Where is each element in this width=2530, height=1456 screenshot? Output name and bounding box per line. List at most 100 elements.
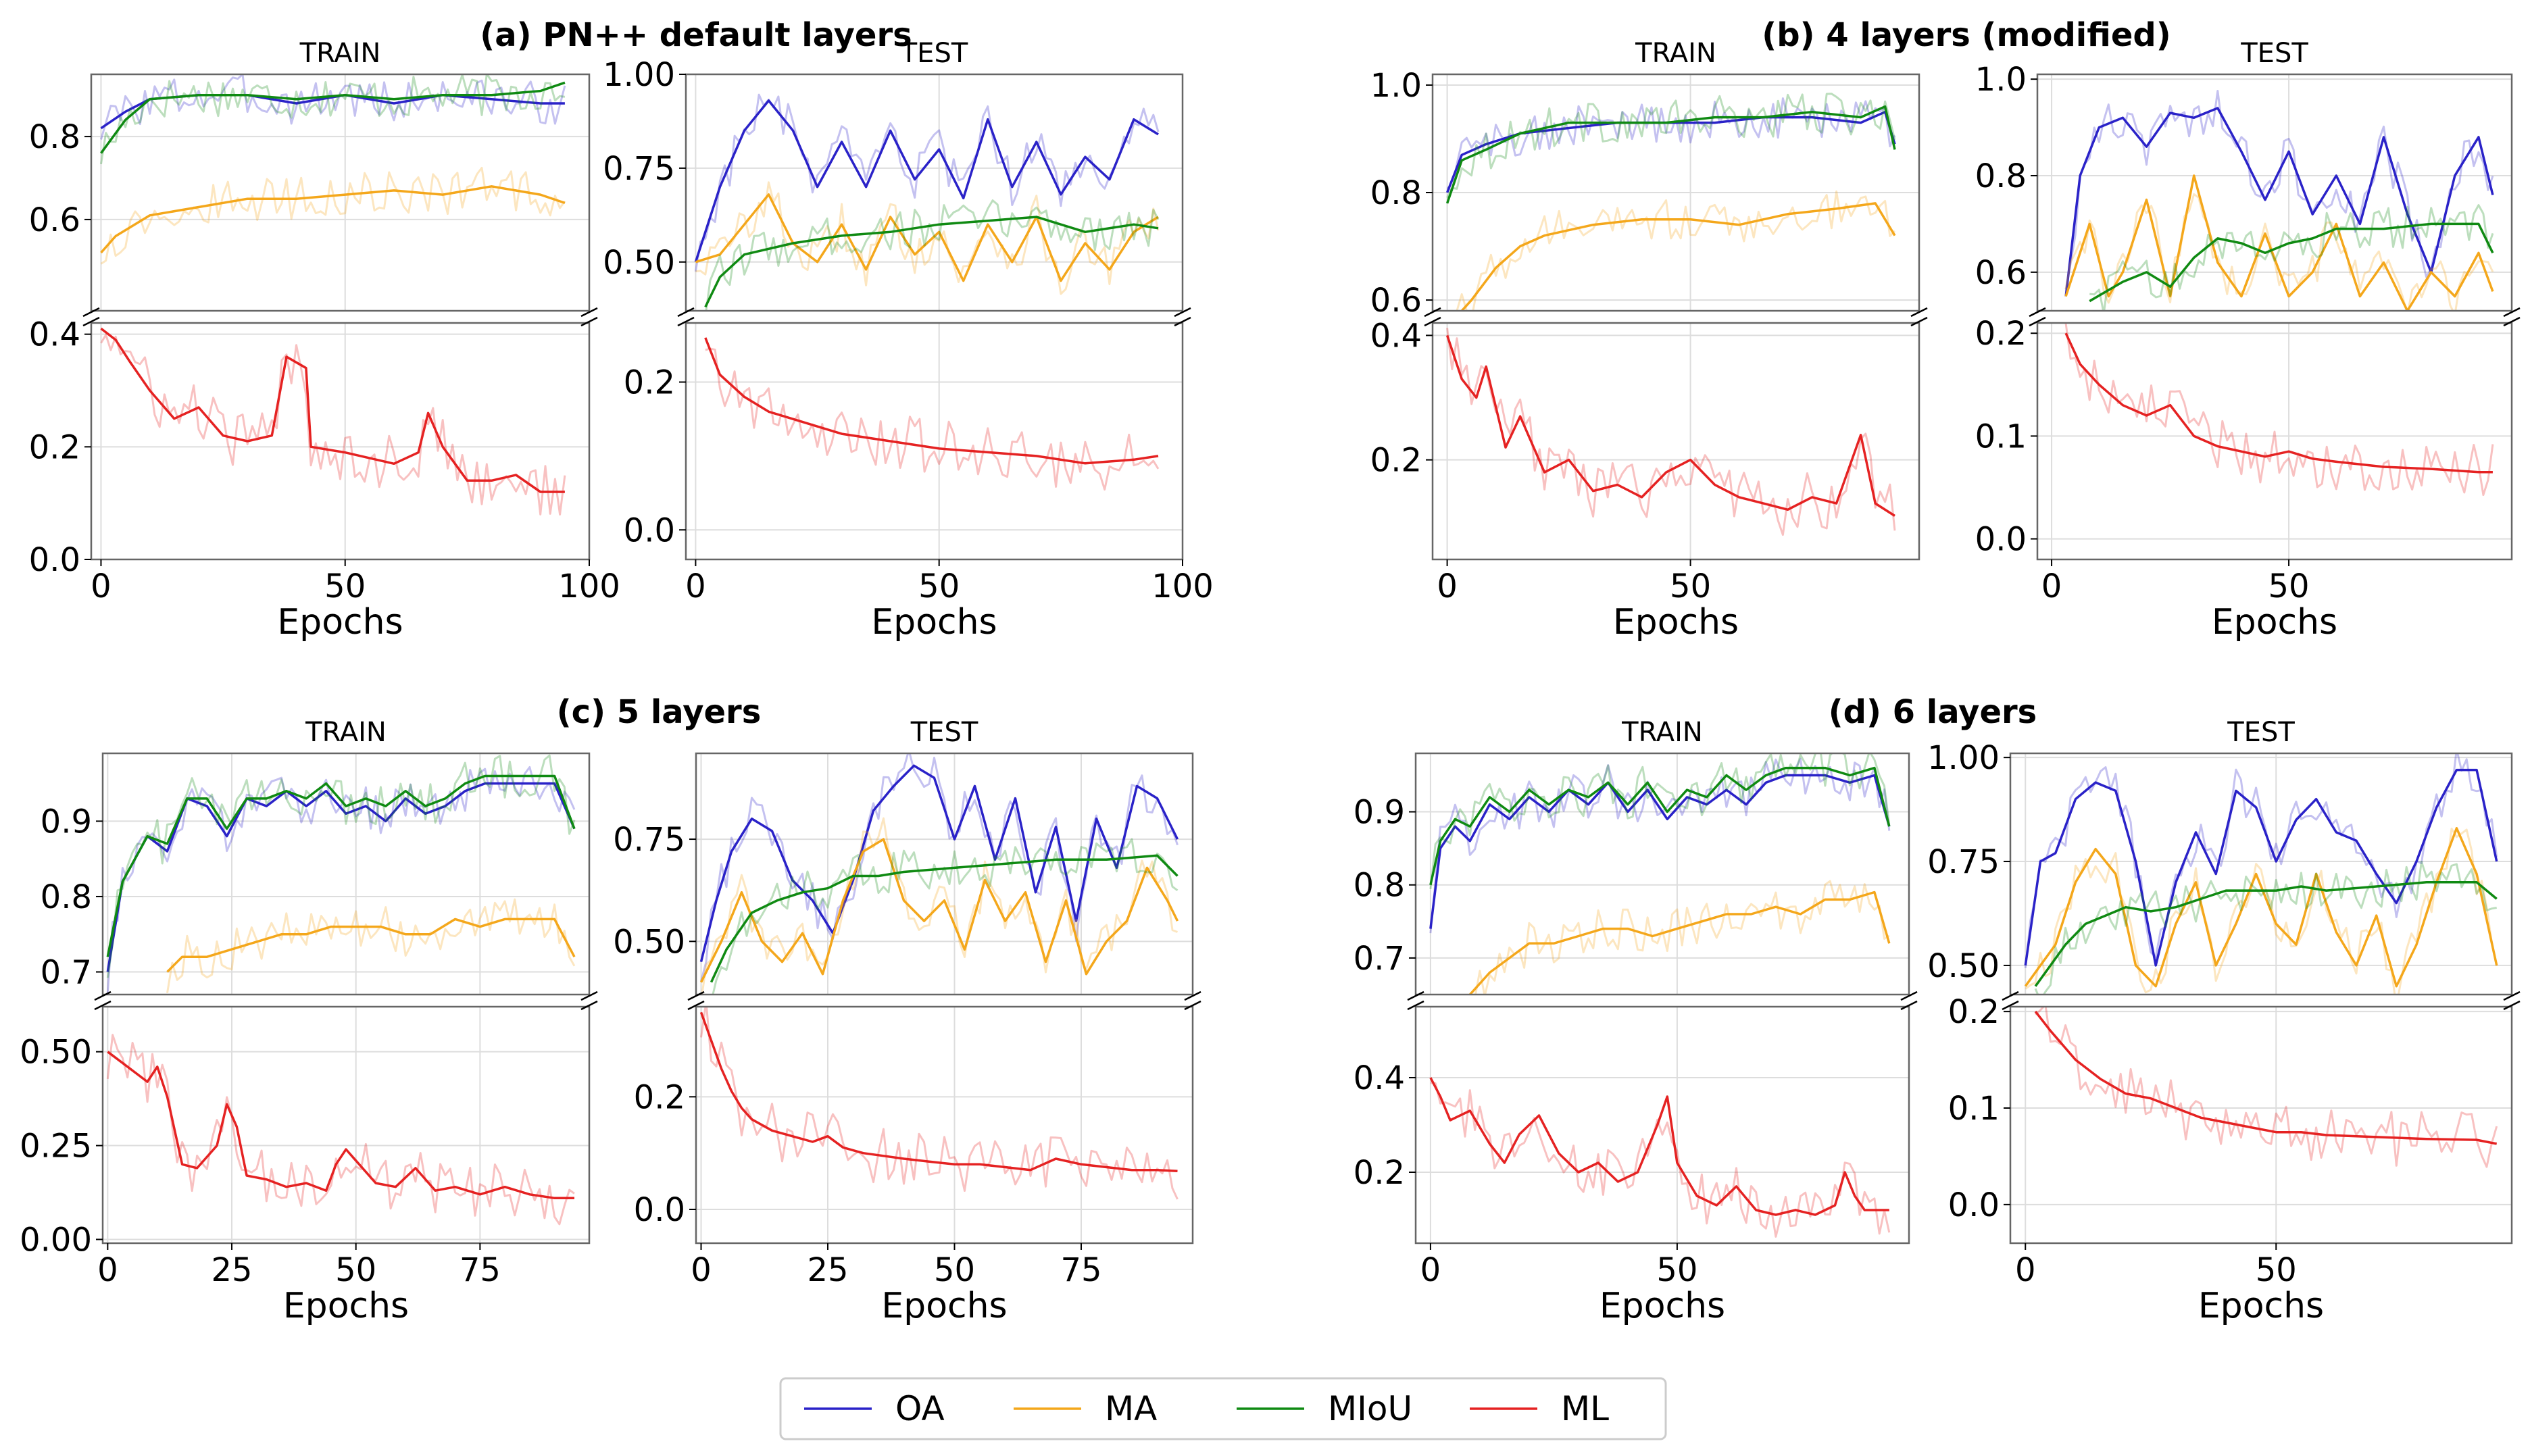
series-ma: [2064, 174, 2494, 311]
raw-trace-ma: [166, 898, 576, 993]
series-miou: [106, 754, 576, 978]
y-tick-label: 0.2: [1354, 1154, 1405, 1192]
raw-trace-ma: [701, 817, 1179, 995]
line-ml: [100, 327, 565, 493]
x-tick-label: 0: [691, 1251, 712, 1289]
raw-trace-ma: [1456, 190, 1896, 311]
raw-trace-ml: [106, 1034, 575, 1226]
legend-box: [779, 1377, 1667, 1440]
y-tick-label: 0.50: [1927, 947, 2000, 985]
line-ma: [699, 838, 1179, 983]
y-tick-label: 0.4: [1354, 1059, 1405, 1097]
axes-upper: [695, 752, 1194, 996]
series-ma: [1456, 190, 1896, 311]
y-tick-label: 0.75: [603, 150, 675, 188]
y-tick-label: 0.0: [624, 511, 675, 549]
y-tick-label: 1.00: [603, 56, 675, 94]
y-tick-label: 0.8: [1975, 157, 2027, 195]
legend-entry-ma: MA: [1014, 1389, 1157, 1428]
axis-break-mark: [82, 316, 100, 327]
axis-break-mark: [2503, 1000, 2521, 1011]
axes-upper: [2036, 73, 2513, 312]
y-tick-label: 0.9: [1354, 794, 1405, 832]
line-ma: [695, 193, 1159, 282]
panel-title: (a) PN++ default layers: [480, 16, 912, 54]
x-tick-label: 25: [807, 1251, 848, 1289]
subplot-title: TEST: [910, 717, 978, 748]
x-axis-label: Epochs: [881, 1286, 1007, 1326]
x-tick-label: 75: [460, 1251, 501, 1289]
y-tick-label: 0.0: [634, 1191, 685, 1229]
raw-trace-ml: [700, 1007, 1179, 1200]
y-tick-label: 0.00: [20, 1221, 92, 1259]
raw-trace-ml: [2035, 1007, 2498, 1168]
axis-break-mark: [677, 316, 695, 327]
axis-break-mark: [687, 990, 705, 1001]
line-ml: [107, 1051, 574, 1200]
axis-break-mark: [1900, 990, 1918, 1001]
axis-break-mark: [1900, 1000, 1918, 1011]
series-ma: [2024, 827, 2498, 995]
axis-break-mark: [1184, 990, 1201, 1001]
y-tick-label: 1.00: [1927, 739, 2000, 777]
series-oa: [699, 753, 1179, 982]
x-tick-label: 0: [97, 1251, 118, 1289]
raw-trace-miou: [712, 838, 1179, 995]
subplot-title: TRAIN: [305, 717, 387, 748]
y-tick-label: 0.8: [41, 878, 92, 916]
legend-entry-oa: OA: [804, 1389, 945, 1428]
axis-break-mark: [2503, 990, 2521, 1001]
y-tick-label: 0.50: [20, 1034, 92, 1072]
x-tick-label: 50: [2256, 1251, 2297, 1289]
subplot-train: TRAIN 0.6 0.8 0.0 0.2 0.4 0 50 100 Epochs: [29, 38, 620, 643]
axes-lower: [2009, 1005, 2513, 1245]
series-oa: [1429, 757, 1891, 934]
line-ma: [2064, 174, 2494, 311]
panel-b: (b) 4 layers (modified) TRAIN 0.6 0.8 1.0 0.2…: [1370, 16, 2521, 643]
x-tick-label: 0: [2015, 1251, 2036, 1289]
y-tick-label: 0.75: [1927, 843, 2000, 881]
x-tick-label: 0: [2041, 568, 2062, 605]
axis-break-mark: [1407, 990, 1424, 1001]
x-tick-label: 0: [91, 568, 111, 605]
x-tick-label: 50: [1670, 568, 1711, 605]
subplot-title: TEST: [2227, 717, 2295, 748]
line-oa: [2024, 768, 2498, 967]
subplot-title: TEST: [900, 38, 968, 69]
axes-lower: [90, 322, 591, 561]
raw-trace-miou: [106, 754, 576, 978]
series-ml: [2064, 323, 2494, 497]
axis-break-mark: [677, 307, 695, 318]
series-ma: [166, 898, 576, 993]
series-miou: [2089, 204, 2494, 311]
panel-title: (d) 6 layers: [1829, 693, 2037, 731]
series-miou: [1429, 753, 1891, 889]
panel-a: (a) PN++ default layers TRAIN 0.6 0.8 0.0 0.2…: [29, 16, 1214, 643]
raw-trace-ma: [100, 166, 566, 265]
raw-trace-ml: [100, 334, 566, 516]
series-ml: [2034, 1007, 2498, 1168]
series-ml: [1429, 1077, 1891, 1238]
axis-break-mark: [2503, 307, 2521, 318]
panel-title: (c) 5 layers: [557, 693, 762, 731]
raw-trace-miou: [705, 199, 1160, 311]
y-tick-label: 0.0: [29, 541, 80, 579]
series-oa: [2064, 90, 2494, 297]
raw-trace-ml: [1446, 328, 1896, 536]
axis-break-mark: [2029, 307, 2046, 318]
axes-lower: [685, 322, 1184, 561]
subplot-title: TEST: [2240, 38, 2308, 69]
line-ml: [704, 337, 1159, 465]
y-tick-label: 0.50: [603, 244, 675, 282]
axes-upper: [2009, 752, 2513, 996]
line-ma: [1460, 202, 1896, 311]
x-tick-label: 50: [335, 1251, 376, 1289]
legend-label: MIoU: [1328, 1389, 1412, 1428]
series-oa: [2024, 753, 2498, 969]
y-tick-label: 0.4: [29, 316, 80, 354]
axis-break-mark: [82, 307, 100, 318]
x-tick-label: 50: [324, 568, 366, 605]
